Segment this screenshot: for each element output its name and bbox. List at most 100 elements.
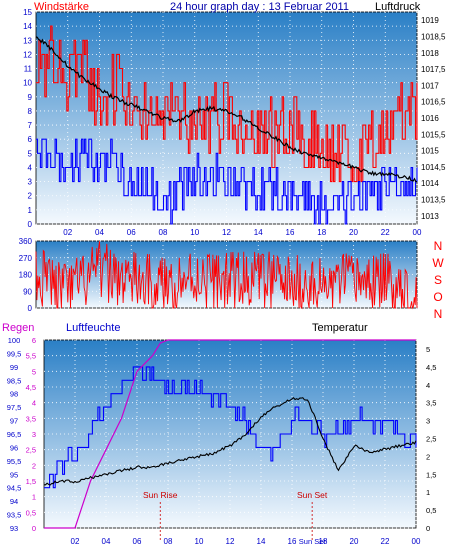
humidity-tick-label: 93,5 bbox=[7, 511, 22, 520]
temperature-tick-label: 0,5 bbox=[426, 506, 436, 515]
wind-tick-label: 8 bbox=[28, 107, 33, 116]
pressure-tick-label: 1014 bbox=[421, 179, 439, 188]
wind-tick-label: 10 bbox=[23, 79, 32, 88]
lower-grid bbox=[44, 339, 417, 529]
rain-tick-label: 1,5 bbox=[26, 477, 36, 486]
wind-tick-label: 11 bbox=[24, 65, 33, 74]
wind-tick-label: 4 bbox=[28, 163, 33, 172]
humidity-tick-label: 94 bbox=[10, 497, 18, 506]
temperature-tick-label: 2,5 bbox=[426, 434, 436, 443]
pressure-line bbox=[35, 36, 418, 183]
humidity-line bbox=[44, 366, 417, 489]
temperature-tick-label: 1 bbox=[426, 488, 430, 497]
x-tick-label: 16 bbox=[286, 228, 295, 237]
compass-label: W bbox=[432, 256, 444, 270]
x-tick-label: 04 bbox=[95, 228, 104, 237]
wind-tick-label: 15 bbox=[23, 8, 32, 17]
pressure-tick-label: 1016,5 bbox=[421, 98, 446, 107]
wind-x-ticks: 02 04 06 08 10 12 14 16 18 20 22 00 bbox=[63, 228, 422, 237]
x-tick-label: 18 bbox=[319, 537, 328, 546]
rain-line bbox=[44, 339, 416, 529]
x-tick-label: 12 bbox=[226, 537, 235, 546]
wind-tick-label: 14 bbox=[23, 22, 32, 31]
rain-tick-label: 5 bbox=[32, 367, 36, 376]
rain-tick-label: 2 bbox=[32, 461, 36, 470]
pressure-tick-label: 1015,5 bbox=[421, 130, 446, 139]
sun-marker-label: Sun Rise bbox=[143, 490, 178, 500]
lower-series bbox=[44, 339, 417, 529]
pressure-tick-label: 1017 bbox=[421, 81, 439, 90]
humidity-tick-label: 96 bbox=[10, 443, 18, 452]
x-tick-label: 06 bbox=[133, 537, 142, 546]
humidity-tick-label: 94,5 bbox=[7, 484, 22, 493]
rain-tick-label: 4,5 bbox=[26, 383, 36, 392]
x-tick-label: 22 bbox=[381, 537, 390, 546]
x-tick-label: 18 bbox=[317, 228, 326, 237]
pressure-tick-label: 1019 bbox=[421, 16, 439, 25]
wind-tick-label: 2 bbox=[28, 192, 33, 201]
pressure-tick-label: 1015 bbox=[421, 147, 439, 156]
x-tick-label: 20 bbox=[350, 537, 359, 546]
rain-tick-label: 2,5 bbox=[26, 446, 36, 455]
humidity-tick-label: 95,5 bbox=[7, 457, 22, 466]
pressure-tick-label: 1018 bbox=[421, 49, 439, 58]
humidity-tick-label: 93 bbox=[10, 524, 18, 533]
direction-line bbox=[35, 241, 418, 310]
temperature-tick-label: 5 bbox=[426, 345, 430, 354]
wind-tick-label: 1 bbox=[28, 206, 33, 215]
rain-tick-label: 1 bbox=[32, 493, 36, 502]
pressure-tick-label: 1013,5 bbox=[421, 196, 446, 205]
temperature-tick-label: 3,5 bbox=[426, 399, 436, 408]
sun-marker-label: Sun Set bbox=[297, 490, 328, 500]
sun-set-axis-label: Sun Set bbox=[299, 537, 327, 546]
x-tick-label: 08 bbox=[164, 537, 173, 546]
x-tick-label: 06 bbox=[127, 228, 136, 237]
temperature-line bbox=[44, 396, 417, 486]
chart-title: 24 hour graph day : 13 Februar 2011 bbox=[170, 1, 349, 13]
humidity-tick-label: 99 bbox=[10, 363, 18, 372]
lower-x-ticks: 02 04 06 08 10 12 14 16 18 20 22 00 Sun Set bbox=[71, 537, 421, 546]
wind-tick-label: 3 bbox=[28, 178, 33, 187]
wind-tick-label: 7 bbox=[28, 121, 33, 130]
pressure-y-ticks: 1013 1013,5 1014 1014,5 1015 1015,5 1016 1016,5… bbox=[421, 16, 446, 221]
temperature-tick-label: 4,5 bbox=[426, 363, 436, 372]
rain-tick-label: 3,5 bbox=[26, 414, 36, 423]
gust-line bbox=[36, 25, 418, 183]
compass-label: N bbox=[434, 307, 443, 321]
rain-tick-label: 0,5 bbox=[26, 508, 36, 517]
temperature-tick-label: 3 bbox=[426, 417, 430, 426]
wind-tick-label: 9 bbox=[28, 93, 33, 102]
direction-tick-label: 90 bbox=[23, 287, 32, 296]
x-tick-label: 08 bbox=[159, 228, 168, 237]
temperature-label: Temperatur bbox=[312, 322, 368, 334]
rain-y-ticks: 0 0,5 1 1,5 2 2,5 3 3,5 4 4,5 5 5,5 6 bbox=[26, 336, 36, 533]
temperature-y-ticks: 0 0,5 1 1,5 2 2,5 3 3,5 4 4,5 5 bbox=[426, 345, 436, 533]
pressure-tick-label: 1016 bbox=[421, 114, 439, 123]
rain-tick-label: 5,5 bbox=[26, 352, 36, 361]
x-tick-label: 14 bbox=[257, 537, 266, 546]
compass-label: N bbox=[434, 239, 443, 253]
x-tick-label: 20 bbox=[349, 228, 358, 237]
wind-label: Windstärke bbox=[34, 1, 89, 13]
wind-tick-label: 0 bbox=[28, 220, 33, 229]
humidity-label: Luftfeuchte bbox=[66, 322, 120, 334]
x-tick-label: 10 bbox=[190, 228, 199, 237]
temperature-tick-label: 1,5 bbox=[426, 470, 436, 479]
direction-y-ticks: 0 90 180 270 360 bbox=[19, 237, 33, 313]
sun-annotations: Sun Rise Sun Set bbox=[143, 490, 328, 540]
wind-tick-label: 6 bbox=[28, 135, 33, 144]
humidity-tick-label: 97,5 bbox=[7, 403, 22, 412]
wind-tick-label: 13 bbox=[23, 36, 32, 45]
rain-tick-label: 0 bbox=[32, 524, 36, 533]
x-tick-label: 00 bbox=[413, 228, 422, 237]
pressure-tick-label: 1013 bbox=[421, 212, 439, 221]
wind-tick-label: 12 bbox=[23, 50, 32, 59]
rain-tick-label: 3 bbox=[32, 430, 36, 439]
humidity-tick-label: 96,5 bbox=[7, 430, 22, 439]
rain-label: Regen bbox=[2, 322, 34, 334]
x-tick-label: 10 bbox=[195, 537, 204, 546]
pressure-tick-label: 1018,5 bbox=[421, 32, 446, 41]
x-tick-label: 14 bbox=[254, 228, 263, 237]
temperature-tick-label: 4 bbox=[426, 381, 430, 390]
